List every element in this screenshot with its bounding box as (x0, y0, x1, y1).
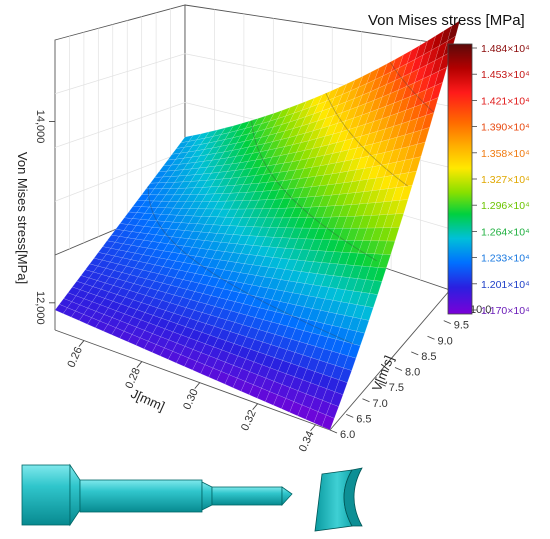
surface-patch (377, 254, 391, 269)
surface-patch (364, 293, 378, 308)
contour-line (389, 61, 435, 113)
surface-patch (447, 19, 461, 42)
x-tick-label: 0.34 (297, 429, 317, 453)
x-tick (78, 340, 85, 347)
surface-patch (412, 141, 426, 159)
box-edge (329, 289, 451, 431)
surface-patch (399, 185, 413, 201)
contour-line (325, 92, 408, 187)
x-tick-label: 0.32 (239, 408, 259, 432)
surface-patch (325, 403, 339, 419)
cylinder-small (211, 486, 283, 506)
colorbar-label: 1.296×10⁴ (481, 200, 530, 212)
y-tick-label: 8.5 (421, 351, 436, 363)
y-tick-label: 6.5 (356, 413, 371, 425)
gridline (54, 150, 186, 202)
cylinder-large (21, 464, 71, 526)
colorbar-label: 1.484×10⁴ (481, 43, 530, 55)
surface-patch (403, 170, 417, 187)
contour-line (251, 120, 377, 262)
colorbar-gradient (447, 43, 473, 315)
y-tick (411, 351, 419, 356)
colorbar-title: Von Mises stress [MPa] (368, 12, 525, 29)
y-tick (394, 367, 403, 371)
x-tick (252, 403, 258, 410)
gridline (54, 53, 186, 95)
y-tick-label: 10.0 (470, 304, 491, 316)
surface-patch (390, 213, 404, 228)
colorbar-label: 1.233×10⁴ (481, 253, 530, 265)
surface-patch (360, 305, 374, 321)
y-tick-label: 7.5 (389, 382, 404, 394)
x-tick (194, 382, 201, 389)
colorbar-label: 1.170×10⁴ (481, 305, 530, 317)
colorbar-label: 1.358×10⁴ (481, 148, 530, 160)
surface-patch (338, 367, 352, 383)
surface-patch (425, 97, 439, 116)
die-edge (343, 467, 363, 527)
cylinder-medium (79, 479, 203, 513)
y-tick-label: 8.0 (405, 367, 420, 379)
x-tick-label: 0.26 (65, 345, 85, 369)
z-tick-label: 12,000 (34, 291, 46, 325)
x-tick (136, 361, 143, 368)
y-tick (427, 335, 435, 340)
z-axis-title: Von Mises stress[MPa] (15, 152, 30, 284)
y-tick (329, 429, 338, 434)
cylinder-taper (69, 463, 81, 527)
cylinder-step (201, 481, 213, 511)
x-axis-title: J[mm] (129, 386, 167, 414)
cylinder-tip (281, 486, 293, 507)
z-tick-label: 14,000 (34, 110, 46, 144)
colorbar-label: 1.390×10⁴ (481, 122, 530, 134)
x-tick (310, 424, 316, 432)
y-tick-label: 7.0 (373, 398, 388, 410)
stress-surface (54, 19, 461, 431)
gridline (54, 102, 186, 148)
y-tick (378, 382, 386, 387)
surface-patch (386, 227, 400, 242)
y-tick-label: 6.0 (340, 429, 355, 441)
y-tick-label: 9.0 (438, 335, 453, 347)
surface-patch (434, 66, 448, 87)
contour-line (147, 186, 354, 345)
y-tick-label: 9.5 (454, 320, 469, 332)
surface-patch (408, 156, 422, 173)
x-tick-label: 0.28 (123, 366, 143, 390)
colorbar-labels: 1.484×10⁴ 1.453×10⁴ 1.421×10⁴ 1.390×10⁴ 1.35… (472, 43, 530, 317)
y-tick (362, 398, 370, 403)
surface-patch (351, 331, 365, 347)
y-tick (346, 413, 354, 418)
x-tick-label: 0.30 (181, 387, 201, 411)
surface-patch (321, 414, 335, 431)
workpiece-illustration (21, 463, 363, 532)
colorbar: Von Mises stress [MPa] 1.484×10⁴ 1.453×10… (368, 12, 530, 317)
colorbar-label: 1.264×10⁴ (481, 226, 530, 238)
colorbar-label: 1.421×10⁴ (481, 95, 530, 107)
box-edge (54, 329, 331, 431)
colorbar-label: 1.453×10⁴ (481, 69, 530, 81)
colorbar-label: 1.327×10⁴ (481, 174, 530, 186)
colorbar-label: 1.201×10⁴ (481, 279, 530, 291)
y-tick (443, 320, 451, 325)
